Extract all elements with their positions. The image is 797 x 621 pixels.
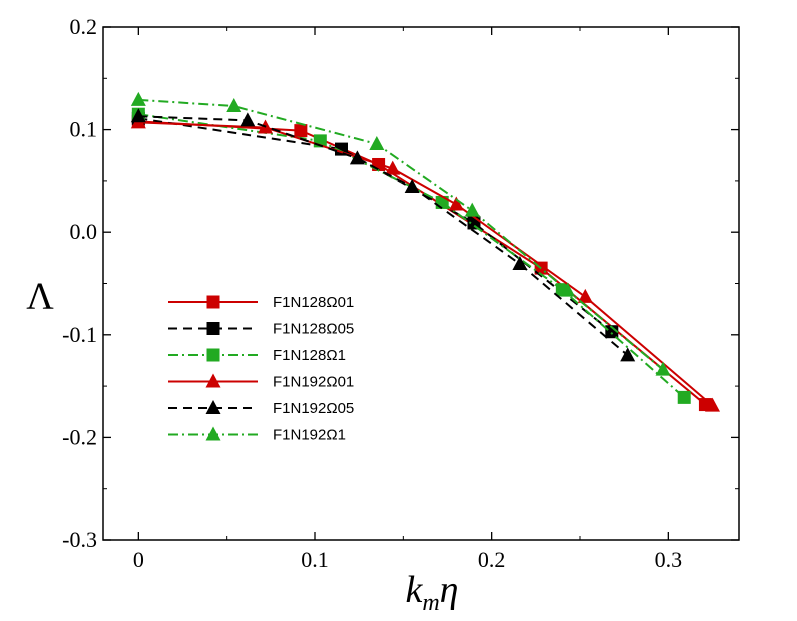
series-line [138,113,685,399]
data-point [130,108,146,123]
data-point [705,397,720,412]
x-tick-label: 0 [133,547,144,572]
data-point [605,325,619,339]
y-axis-label: Λ [26,276,54,318]
data-point [448,196,464,211]
series-layer [130,91,720,412]
data-point [512,256,528,271]
y-tick-label: 0.2 [70,14,98,39]
legend-item: F1N128Ω01 [168,294,354,311]
data-point [677,390,691,404]
data-point [655,361,671,376]
legend-item: F1N192Ω05 [168,400,354,417]
ticks-layer: 0 0.1 0.2 0.3 -0.3 -0.2 -0.1 0.0 0.1 0.2 [62,14,739,572]
series-line [138,115,629,357]
data-point [294,124,308,138]
data-point [560,282,576,297]
legend-item: F1N192Ω01 [168,373,354,391]
legend-marker [206,348,220,362]
legend-marker [205,373,221,388]
legend-label: F1N128Ω05 [273,321,354,338]
x-axis-label-subscript: m [422,590,439,616]
legend-label: F1N192Ω1 [273,427,346,444]
y-tick-label: 0.1 [70,117,98,142]
legend-marker [205,400,221,414]
x-tick-label: 0.2 [478,547,506,572]
legend-label: F1N192Ω05 [273,400,354,417]
legend-item: F1N128Ω1 [168,347,346,364]
data-point [464,202,480,217]
legend-marker [206,322,220,335]
legend: F1N128Ω01 F1N128Ω05 F1N128Ω1 F1N192Ω01 F1N19… [168,294,354,444]
data-point [240,112,256,127]
x-tick-label: 0.3 [655,547,683,572]
legend-marker [205,426,221,441]
data-point [404,179,420,194]
legend-label: F1N128Ω01 [273,294,354,311]
x-axis-label-tail: η [440,569,459,611]
series-line [138,121,714,407]
legend-item: F1N192Ω1 [168,426,346,444]
series-6 [130,91,671,376]
data-point [385,160,401,175]
data-point [369,135,385,150]
y-tick-label: 0.0 [70,219,98,244]
data-point [349,150,365,165]
data-point [226,98,242,113]
y-tick-label: -0.2 [62,424,97,449]
x-axis-label-main: k [405,569,423,611]
x-axis-label: kmη [405,569,458,616]
data-point [130,91,146,106]
series-line [138,98,664,371]
series-1 [131,114,712,412]
y-tick-label: -0.3 [62,527,97,552]
data-point [620,347,636,362]
legend-label: F1N128Ω1 [273,347,346,364]
legend-item: F1N128Ω05 [168,321,354,338]
data-point [577,288,593,303]
series-4 [130,114,720,412]
series-5 [130,108,636,362]
legend-label: F1N192Ω01 [273,374,354,391]
data-point [435,195,449,209]
y-tick-label: -0.1 [62,322,97,347]
x-tick-label: 0.1 [301,547,329,572]
legend-marker [206,295,220,309]
series-line [138,120,707,406]
